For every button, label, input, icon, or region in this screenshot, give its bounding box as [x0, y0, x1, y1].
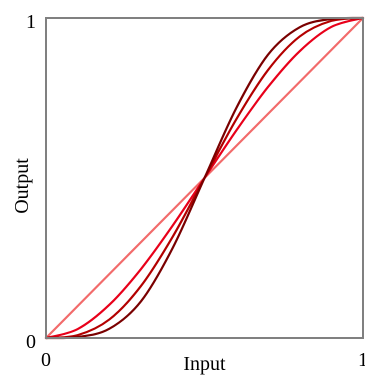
y-tick-label: 1 [26, 11, 36, 33]
series-line-4 [44, 16, 365, 340]
tick-layer: 0 1 0 1 [26, 11, 365, 371]
x-tick-label: 1 [358, 349, 365, 371]
y-tick-label: 0 [26, 331, 36, 353]
x-axis-label: Input [183, 353, 226, 375]
plot-frame [45, 17, 364, 339]
series-layer [44, 16, 365, 340]
x-tick-label: 0 [41, 349, 51, 371]
y-axis-label: Output [11, 158, 33, 214]
